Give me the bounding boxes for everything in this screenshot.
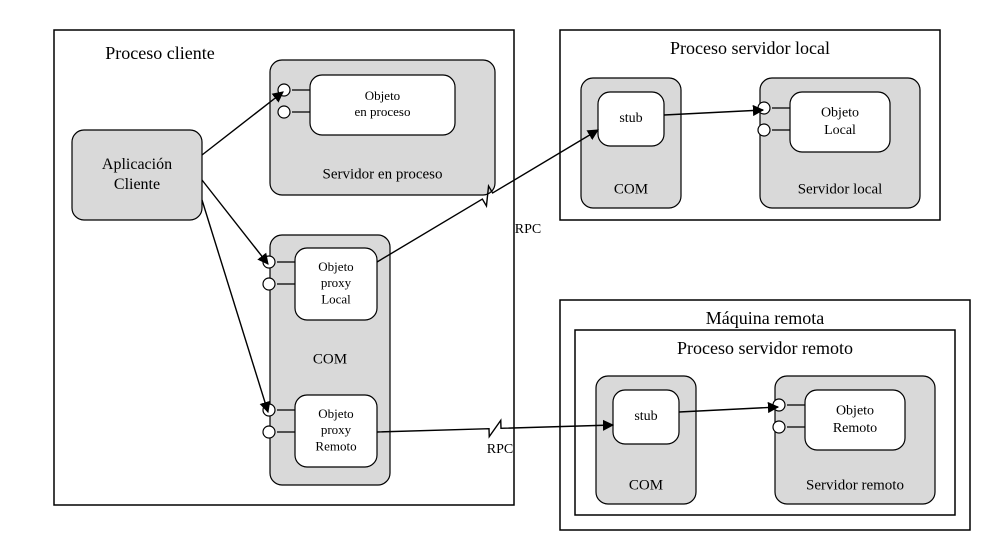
servidor_remoto-label: Servidor remoto bbox=[806, 477, 904, 493]
edge-proxy_remoto_rpc-label: RPC bbox=[487, 442, 513, 457]
lollipop-circle-9 bbox=[773, 421, 785, 433]
servidor_local-label: Servidor local bbox=[798, 181, 883, 197]
lollipop-circle-8 bbox=[773, 399, 785, 411]
lollipop-circle-7 bbox=[758, 124, 770, 136]
proceso_servidor_local-title: Proceso servidor local bbox=[670, 38, 830, 58]
edge-cli_to_proxy_remoto bbox=[202, 200, 268, 412]
edge-proxy_local_rpc-label: RPC bbox=[515, 222, 541, 237]
lollipop-circle-1 bbox=[278, 106, 290, 118]
servidor_en_proceso-label: Servidor en proceso bbox=[323, 166, 443, 182]
stub_remoto-label: stub bbox=[634, 409, 657, 424]
objeto_proxy_remoto-label: ObjetoproxyRemoto bbox=[315, 406, 356, 454]
com-architecture-diagram: Proceso cliente Proceso servidor local Máq… bbox=[0, 0, 987, 547]
com_remoto-label: COM bbox=[629, 477, 663, 493]
lollipop-circle-2 bbox=[263, 256, 275, 268]
proceso_servidor_remoto-title: Proceso servidor remoto bbox=[677, 338, 853, 358]
maquina_remota-title: Máquina remota bbox=[706, 308, 824, 328]
com_local-label: COM bbox=[614, 181, 648, 197]
objeto_proxy_local-label: ObjetoproxyLocal bbox=[318, 259, 353, 307]
lollipop-circle-3 bbox=[263, 278, 275, 290]
lollipop-circle-6 bbox=[758, 102, 770, 114]
proceso_cliente-title: Proceso cliente bbox=[105, 43, 214, 63]
stub_local-label: stub bbox=[619, 111, 642, 126]
com_cliente-label: COM bbox=[313, 351, 347, 367]
edge-proxy_remoto_rpc bbox=[377, 420, 613, 436]
edge-cli_to_proxy_local bbox=[202, 180, 268, 264]
lollipop-circle-4 bbox=[263, 404, 275, 416]
lollipop-circle-5 bbox=[263, 426, 275, 438]
